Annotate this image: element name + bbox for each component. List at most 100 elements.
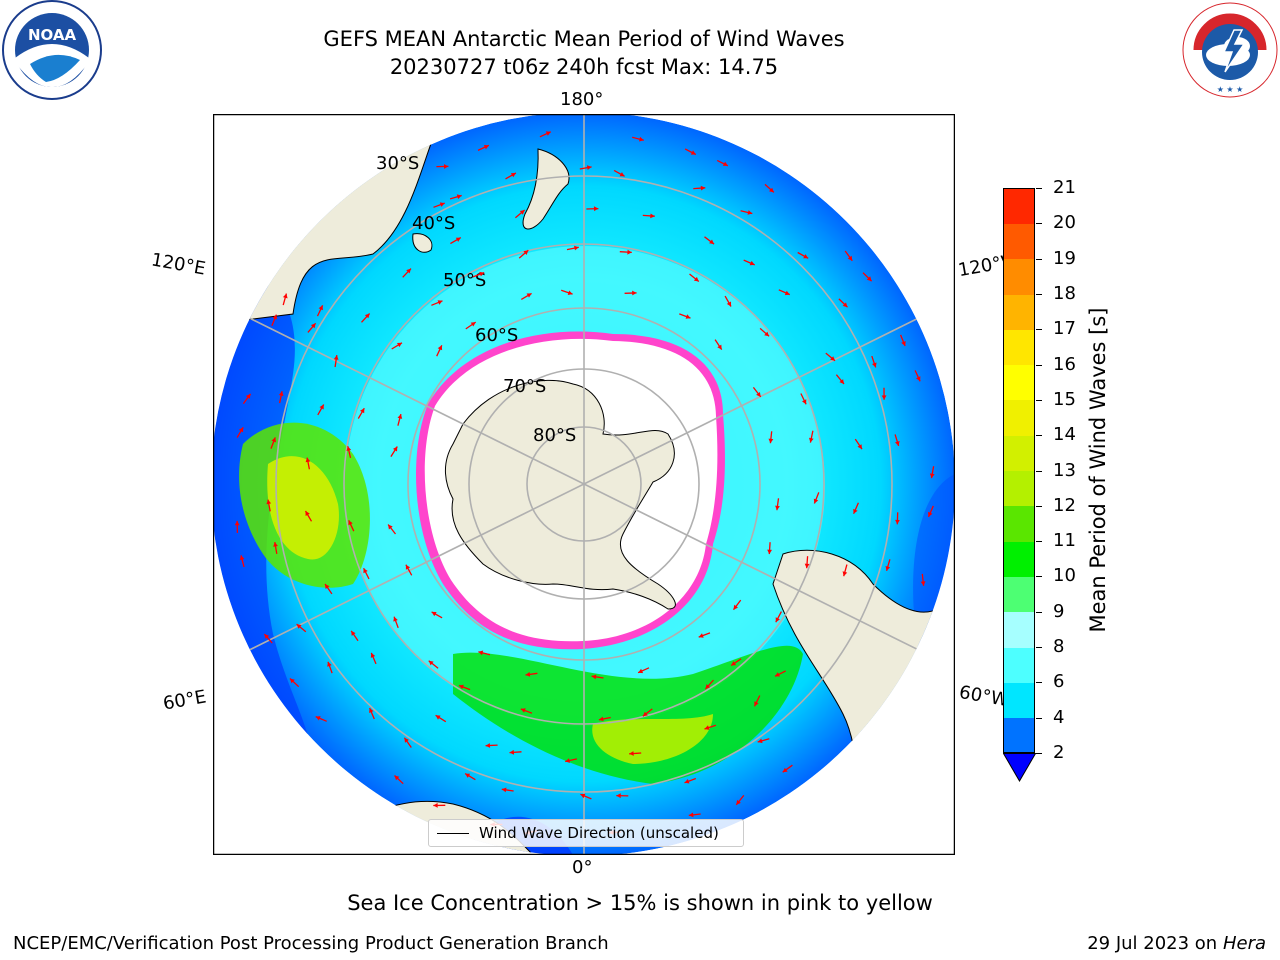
wind-wave-arrow-head [479, 271, 485, 277]
colorbar-tick-label: 21 [1053, 177, 1076, 198]
wind-wave-arrow-head [857, 444, 862, 450]
colorbar-tick [1036, 682, 1042, 684]
wind-wave-arrow-head [435, 715, 441, 720]
wind-wave-arrow-head [866, 276, 872, 282]
wind-wave-arrow-head [690, 150, 696, 155]
colorbar-cell [1003, 223, 1035, 260]
colorbar-cell [1003, 435, 1035, 472]
wind-wave-arrow-head [433, 803, 438, 808]
wind-wave-arrow-head [709, 239, 715, 245]
wind-wave-arrow-head [545, 131, 551, 136]
wind-wave-arrow-head [802, 399, 807, 405]
wind-wave-arrow-head [523, 250, 529, 255]
chart-title: GEFS MEAN Antarctic Mean Period of Wind … [323, 27, 845, 51]
lon-label-0: 0° [572, 857, 593, 878]
wind-wave-arrow-head [360, 408, 365, 414]
graticule [213, 114, 955, 855]
wind-wave-arrow-head [397, 414, 403, 419]
wind-wave-arrow-head [747, 210, 753, 215]
wind-wave-arrow-head [839, 379, 844, 384]
wind-wave-arrow-head [684, 779, 690, 784]
wind-wave-arrow-head [444, 164, 449, 169]
wind-wave-arrow-head [346, 446, 352, 451]
colorbar-cell [1003, 188, 1035, 224]
colorbar-tick [1036, 576, 1042, 578]
wind-wave-arrow-head [775, 505, 780, 511]
wind-wave-arrow-head [598, 716, 604, 722]
wind-wave-arrow-head [363, 568, 368, 574]
wind-wave-arrow-head [733, 604, 738, 610]
wind-wave-arrow-head [565, 758, 570, 763]
wind-wave-arrow-head [272, 314, 277, 320]
wind-wave-arrow-head [685, 314, 691, 319]
wind-wave-arrow-head [266, 499, 272, 505]
wind-wave-arrow-head [619, 172, 625, 177]
colorbar-tick-label: 16 [1053, 353, 1076, 375]
footer-date: 29 Jul 2023 on Hera [1087, 933, 1266, 954]
colorbar-tick-label: 6 [1053, 671, 1065, 693]
wind-wave-arrow-head [273, 542, 278, 547]
wind-wave-arrow-head [437, 345, 443, 351]
wind-wave-arrow-head [722, 161, 728, 166]
wind-wave-arrow-head [519, 210, 525, 215]
wind-wave-arrow-head [431, 611, 437, 617]
lon-label-120e: 120°E [149, 249, 208, 280]
wind-wave-arrow-head [501, 787, 507, 793]
footer-credit: NCEP/EMC/Verification Post Processing Pr… [13, 933, 609, 954]
colorbar-tick-label: 4 [1053, 706, 1065, 728]
caption: Sea Ice Concentration > 15% is shown in … [347, 891, 933, 915]
colorbar-tick [1036, 647, 1042, 649]
wind-wave-arrow-head [803, 254, 809, 259]
wind-wave-arrow-head [638, 668, 644, 674]
long-period-core-west [267, 456, 339, 560]
wind-wave-arrow-head [282, 293, 288, 299]
colorbar-tick-label: 12 [1053, 494, 1076, 516]
colorbar-tick [1036, 399, 1042, 401]
wind-wave-arrow-head [238, 427, 244, 433]
lon-label-180: 180° [560, 89, 604, 110]
colorbar-extend-arrow [1003, 753, 1037, 782]
wind-wave-arrow-head [351, 630, 356, 636]
colorbar-cell [1003, 682, 1035, 719]
wind-wave-arrow-head [315, 716, 321, 721]
wind-wave-arrow-head [872, 362, 877, 368]
wind-wave-arrow-head [397, 342, 402, 348]
wind-wave-arrow-head [456, 194, 462, 200]
colorbar-cell [1003, 717, 1035, 754]
colorbar-tick [1036, 188, 1042, 189]
wind-wave-arrow-head [749, 260, 755, 266]
wind-wave-arrow-head [404, 737, 409, 743]
lat-label-60s: 60°S [475, 325, 518, 346]
wind-wave-arrow-head [370, 652, 376, 658]
wind-wave-arrow-head [289, 678, 295, 684]
wind-wave-arrow-head [393, 446, 398, 452]
wind-wave-arrow-head [455, 237, 461, 242]
colorbar-cell [1003, 258, 1035, 295]
wind-wave-arrow-head [593, 206, 599, 212]
long-period-core-south [592, 714, 713, 764]
wind-wave-arrow-head [775, 617, 780, 623]
colorbar-tick-label: 19 [1053, 247, 1076, 269]
wind-wave-arrow-head [847, 255, 853, 261]
colorbar-title: Mean Period of Wind Waves [s] [1086, 307, 1110, 633]
colorbar-cell [1003, 293, 1035, 330]
wind-wave-arrow-head [756, 392, 761, 397]
wind-wave-arrow-head [333, 355, 339, 360]
wind-wave-arrow-head [567, 290, 573, 295]
colorbar-tick-label: 15 [1053, 388, 1076, 410]
colorbar-tick [1036, 753, 1042, 754]
colorbar-tick [1036, 717, 1042, 719]
wind-wave-arrow-head [364, 313, 370, 319]
wind-wave-arrow-head [784, 290, 790, 296]
colorbar-tick [1036, 611, 1042, 613]
wind-wave-arrow-head [717, 344, 722, 350]
noaa-logo: NOAA [2, 0, 102, 100]
colorbar-tick-label: 18 [1053, 282, 1076, 304]
wind-wave-arrow-head [650, 213, 655, 219]
wind-wave-arrow-head [642, 711, 648, 717]
wind-wave-arrow-head [639, 136, 644, 142]
wind-wave-arrow-head [632, 290, 637, 296]
colorbar-tick [1036, 541, 1042, 543]
wind-wave-arrow-head [296, 624, 302, 629]
colorbar-tick-label: 9 [1053, 600, 1065, 622]
